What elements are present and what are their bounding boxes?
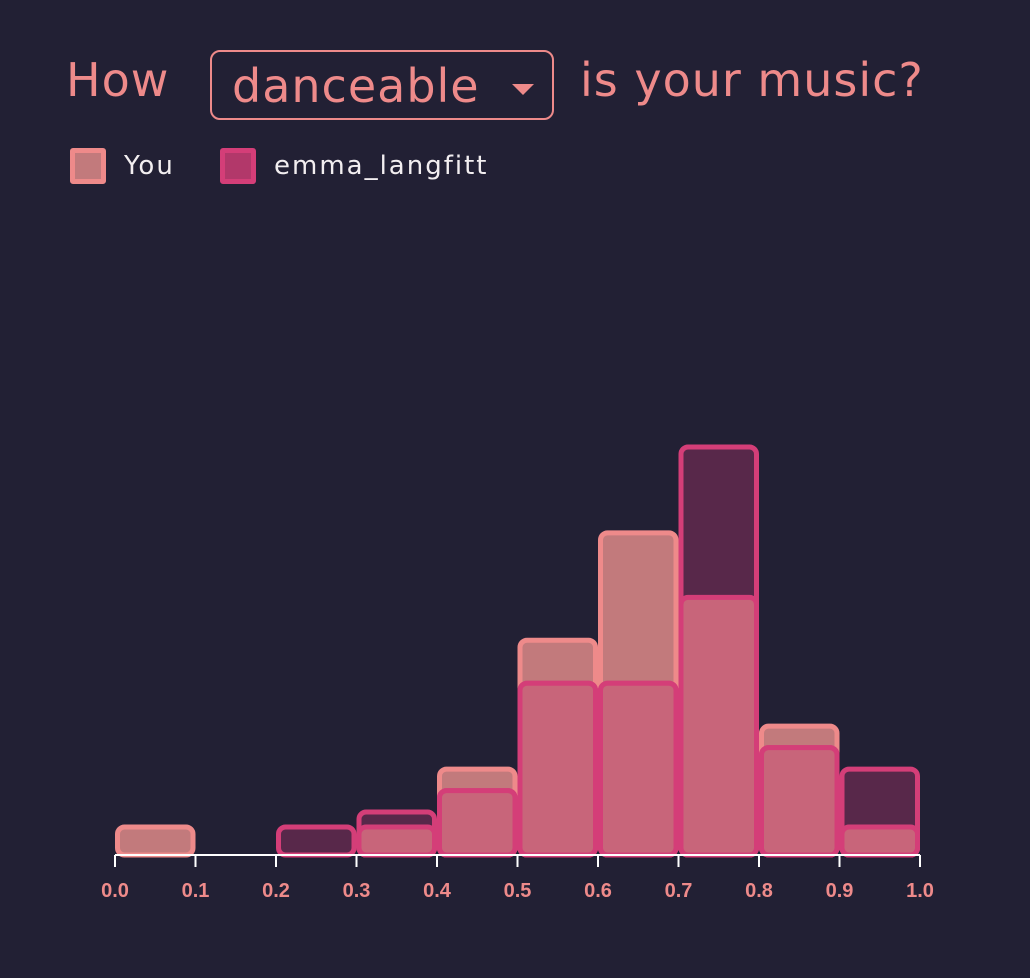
- x-axis: 0.0 0.1 0.2 0.3 0.4 0.5 0.6 0.7 0.8 0.9 1.0: [101, 854, 934, 902]
- x-tick-label-7: 0.7: [665, 880, 693, 902]
- x-tick-label-8: 0.8: [745, 880, 773, 902]
- bar-you-0: [115, 824, 196, 858]
- metric-dropdown-label: danceable: [232, 59, 480, 113]
- x-tick-label-9: 0.9: [826, 880, 854, 902]
- bar-overlap-8: [759, 745, 840, 858]
- bar-overlap-3: [356, 824, 437, 858]
- legend-label-you: You: [124, 151, 175, 181]
- bar-overlap-9: [839, 824, 920, 858]
- bar-overlap-7: [678, 594, 759, 858]
- header-prefix: How: [66, 53, 170, 107]
- metric-dropdown[interactable]: danceable: [210, 50, 554, 120]
- danceability-histogram: 0.0 0.1 0.2 0.3 0.4 0.5 0.6 0.7 0.8 0.9 1.0: [101, 444, 934, 902]
- legend-swatch-emma-langfitt: [220, 148, 256, 184]
- x-tick-label-4: 0.4: [423, 880, 452, 902]
- bar-emma-langfitt-2: [276, 824, 357, 858]
- x-tick-label-2: 0.2: [262, 880, 290, 902]
- header-suffix: is your music?: [580, 53, 924, 107]
- legend-swatch-you: [70, 148, 106, 184]
- x-tick-label-0: 0.0: [101, 880, 129, 902]
- legend: You emma_langfitt: [0, 140, 1030, 190]
- bar-overlap-5: [517, 680, 598, 858]
- chart-header: How danceable is your music?: [0, 0, 1030, 130]
- bar-overlap-6: [598, 680, 679, 858]
- x-tick-label-3: 0.3: [343, 880, 371, 902]
- caret-down-icon: [512, 84, 534, 95]
- x-tick-label-10: 1.0: [906, 880, 934, 902]
- bar-overlap-4: [437, 788, 518, 858]
- x-tick-label-5: 0.5: [504, 880, 532, 902]
- x-tick-label-6: 0.6: [584, 880, 612, 902]
- x-tick-label-1: 0.1: [182, 880, 210, 902]
- legend-label-emma-langfitt: emma_langfitt: [274, 151, 489, 181]
